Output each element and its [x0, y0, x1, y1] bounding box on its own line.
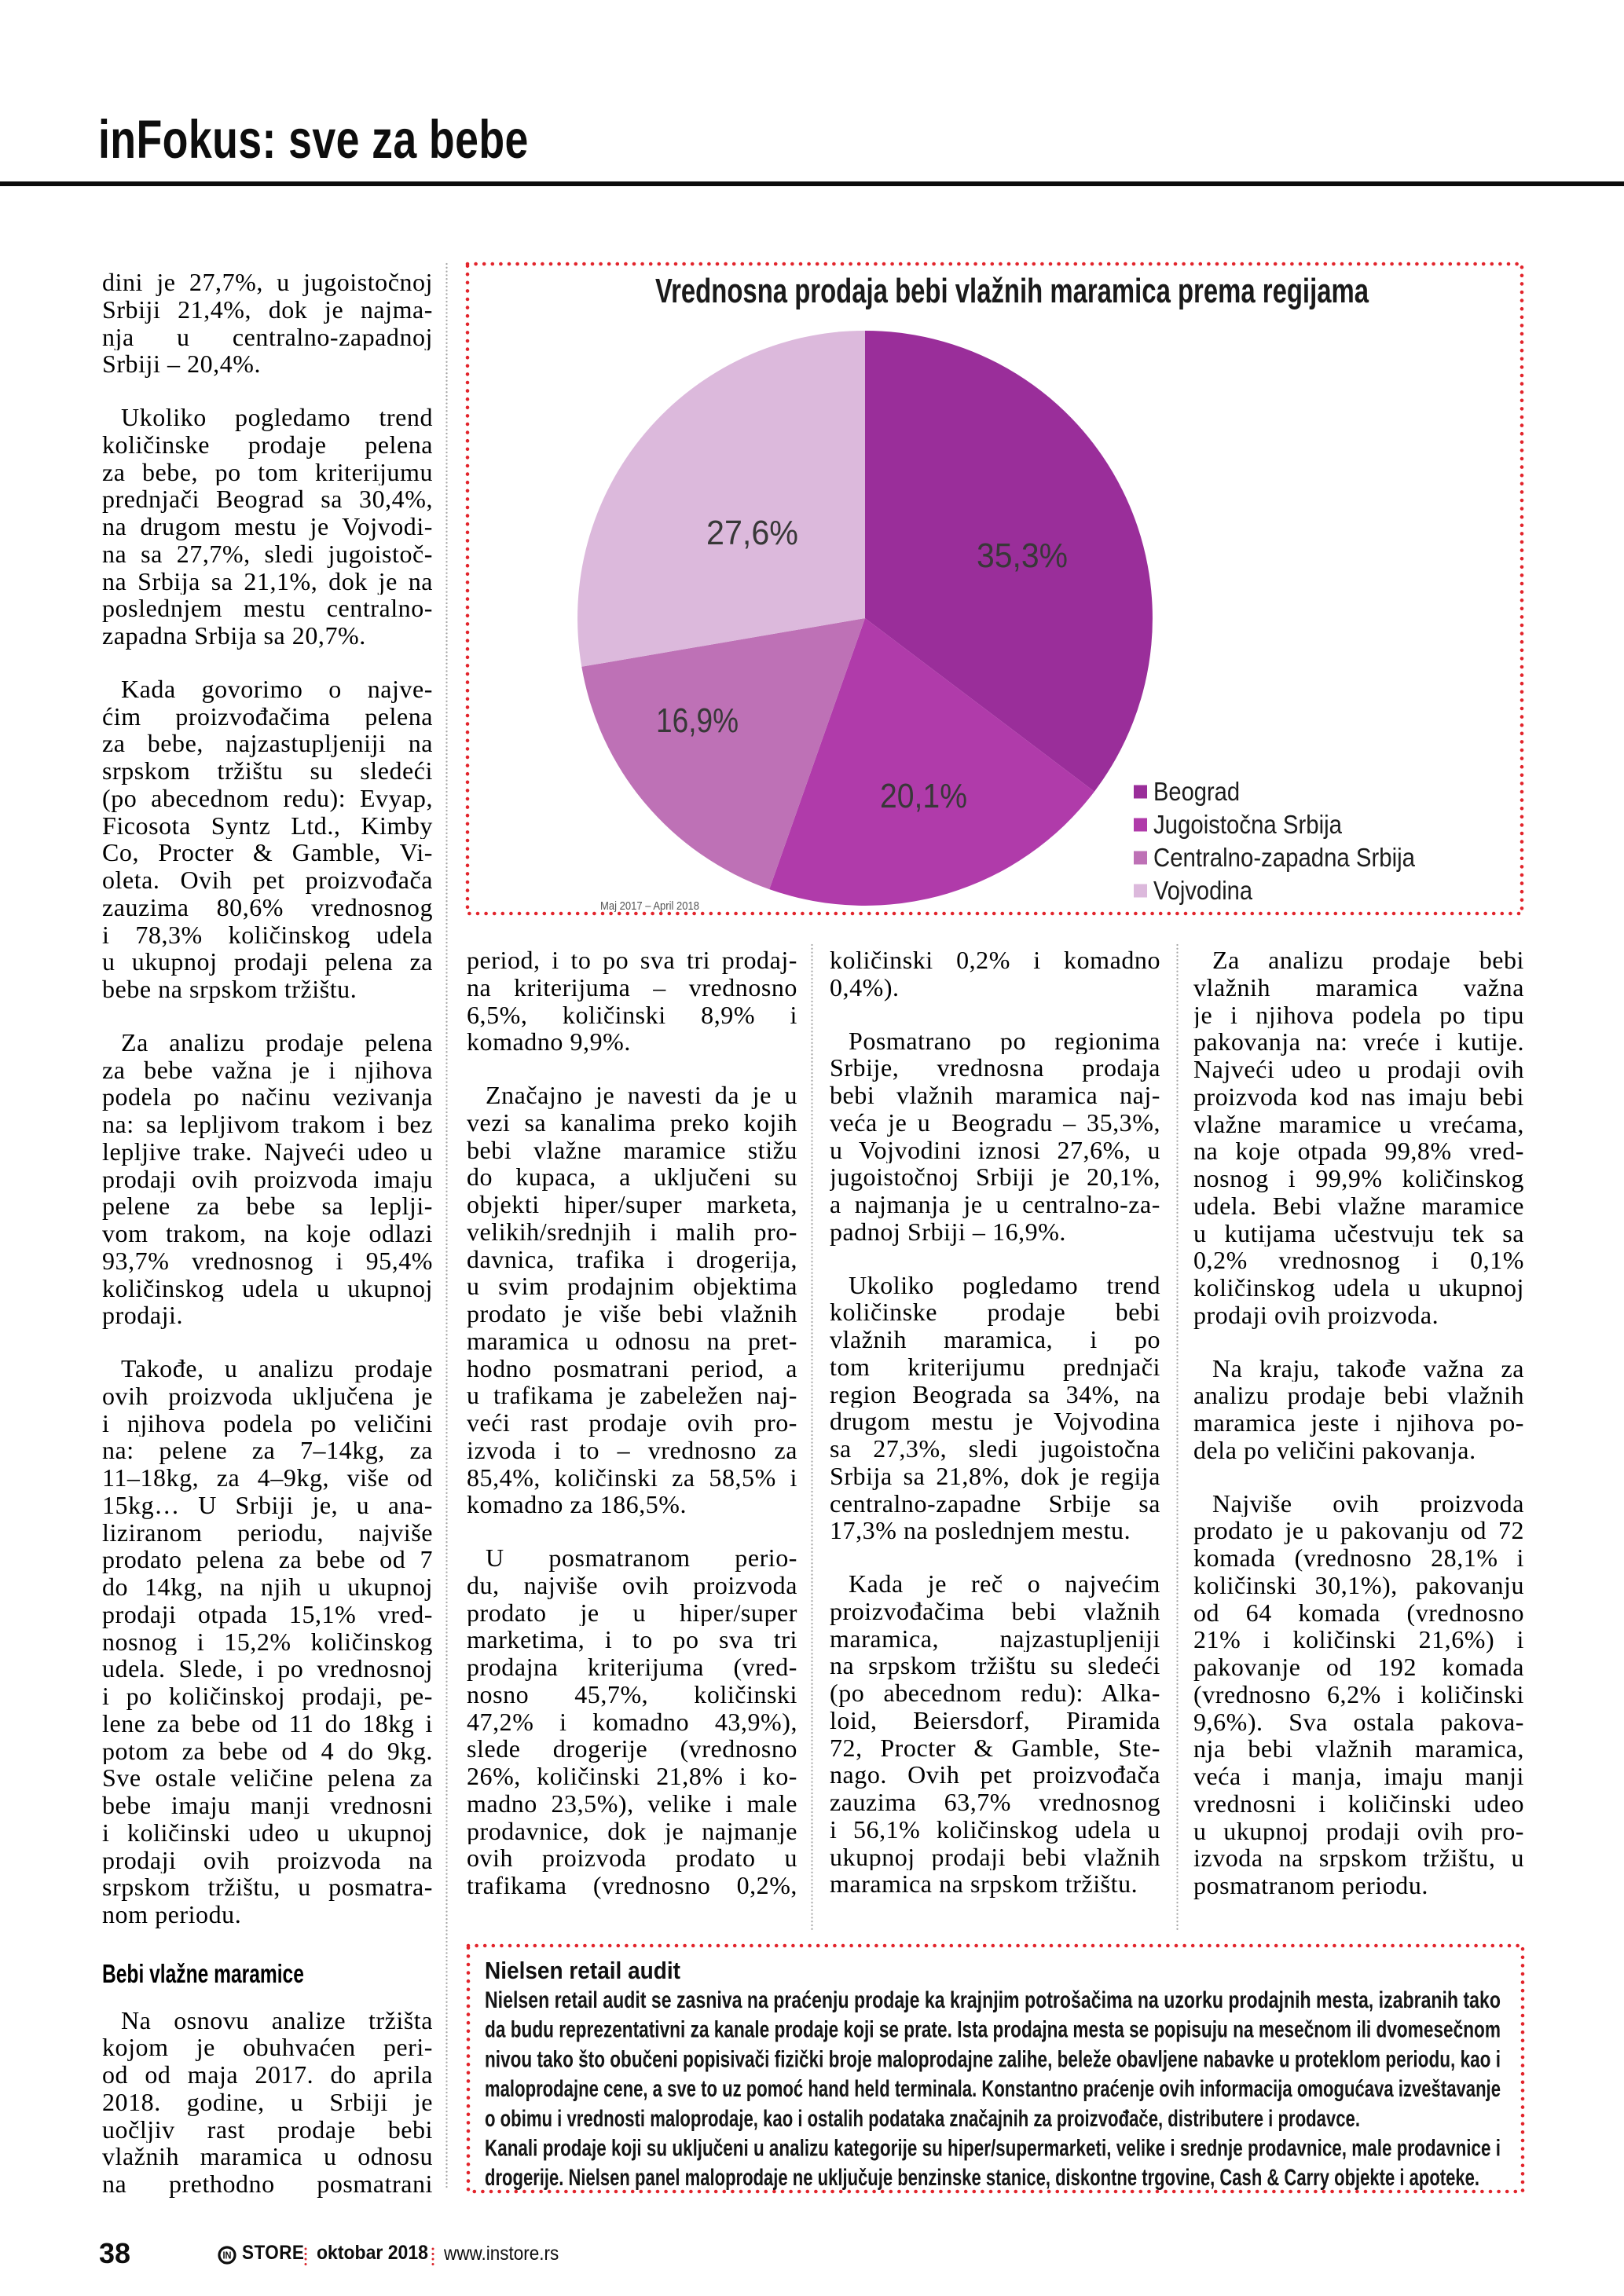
svg-text:16,9%: 16,9% [656, 701, 739, 740]
svg-text:27,6%: 27,6% [706, 514, 798, 552]
svg-text:Centralno-zapadna Srbija: Centralno-zapadna Srbija [1153, 843, 1416, 872]
svg-text:o obimu i vrednosti maloprodaj: o obimu i vrednosti maloprodaje, kao i o… [485, 2106, 1360, 2132]
svg-text:Vojvodina: Vojvodina [1153, 876, 1253, 905]
svg-text:drogerije. Nielsen panel malop: drogerije. Nielsen panel maloprodaje ne … [485, 2165, 1479, 2191]
svg-text:nivou tako što obučeni popisiv: nivou tako što obučeni popisivači fizičk… [485, 2046, 1501, 2072]
svg-text:IN: IN [223, 2250, 232, 2261]
svg-text:20,1%: 20,1% [880, 777, 967, 815]
svg-text:Nielsen retail audit: Nielsen retail audit [485, 1957, 680, 1984]
svg-text:da budu reprezentativni za kan: da budu reprezentativni za kanale prodaj… [485, 2017, 1501, 2043]
svg-text:Jugoistočna Srbija: Jugoistočna Srbija [1153, 810, 1343, 839]
svg-text:Beograd: Beograd [1153, 777, 1240, 806]
svg-text:Vrednosna prodaja bebi vlažnih: Vrednosna prodaja bebi vlažnih maramica … [655, 272, 1369, 310]
svg-text:35,3%: 35,3% [977, 536, 1068, 575]
svg-text:Nielsen retail audit se zasniv: Nielsen retail audit se zasniva na praće… [485, 1987, 1501, 2013]
svg-text:maloprodajne cene, a sve to uz: maloprodajne cene, a sve to uz pomoć han… [485, 2076, 1501, 2102]
svg-text:Kanali prodaje koji su uključe: Kanali prodaje koji su uključeni u anali… [485, 2136, 1501, 2162]
svg-text:Maj 2017 – April 2018: Maj 2017 – April 2018 [600, 899, 699, 913]
